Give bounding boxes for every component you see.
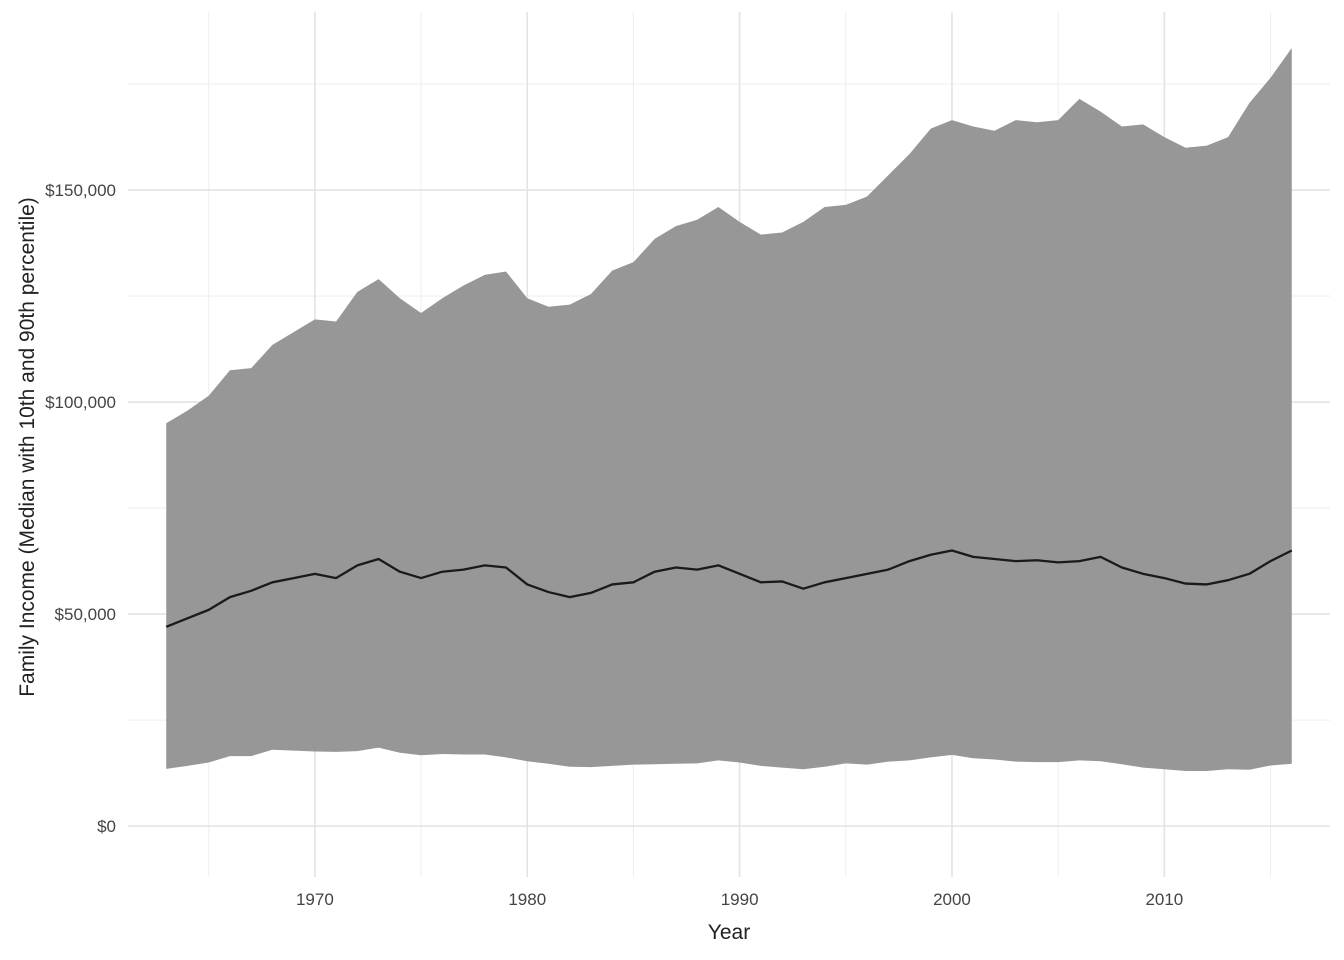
axis-labels: 1970 1980 1990 2000 2010 $0 $50,000 $100,000 $15… <box>45 181 1183 909</box>
median-line <box>165 549 1293 628</box>
percentile-ribbon <box>166 48 1292 772</box>
y-tick-label: $0 <box>97 817 116 836</box>
x-tick-label: 1980 <box>508 890 546 909</box>
data-layer <box>165 48 1293 772</box>
x-tick-label: 1970 <box>296 890 334 909</box>
y-axis-title: Family Income (Median with 10th and 90th… <box>16 197 39 697</box>
x-tick-label: 2010 <box>1145 890 1183 909</box>
x-tick-label: 1990 <box>721 890 759 909</box>
y-tick-label: $100,000 <box>45 393 116 412</box>
y-tick-label: $50,000 <box>55 605 116 624</box>
x-axis-title: Year <box>708 921 750 944</box>
x-tick-label: 2000 <box>933 890 971 909</box>
y-tick-label: $150,000 <box>45 181 116 200</box>
